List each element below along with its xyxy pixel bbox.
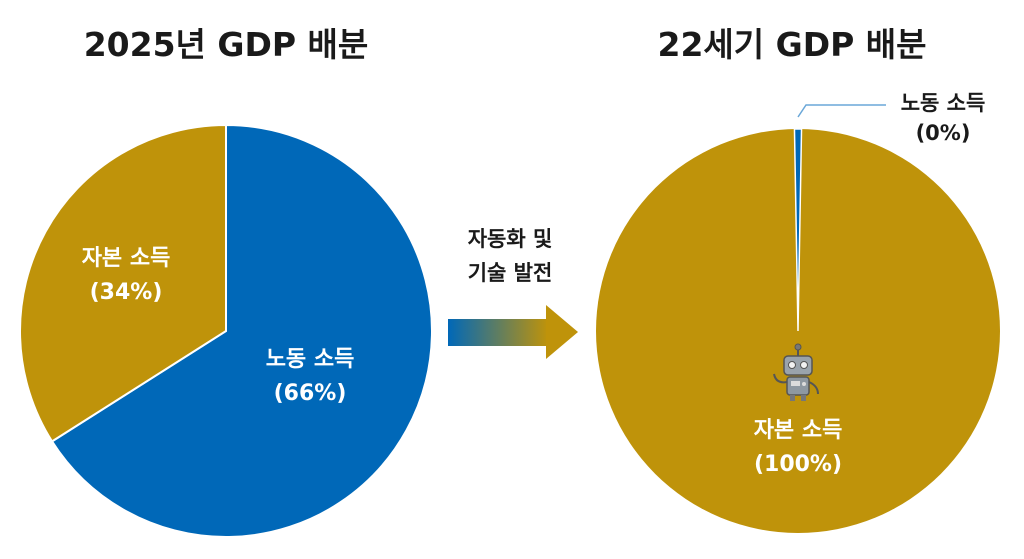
- slice-label-capital-2025: 자본 소득 (34%): [66, 242, 186, 310]
- callout-labor-22c: 노동 소득 (0%): [880, 88, 1006, 148]
- slice-value-capital-2025: (34%): [89, 280, 163, 305]
- slice-name-capital-22c: 자본 소득: [753, 418, 843, 443]
- callout-value-labor-22c: (0%): [915, 121, 971, 145]
- arrow-label-line2: 기술 발전: [467, 261, 553, 285]
- callout-leader-line: [797, 104, 886, 118]
- pie-slice-labor-22c: [793, 128, 803, 332]
- transition-arrow: [448, 305, 578, 359]
- slice-label-capital-22c: 자본 소득 (100%): [728, 414, 868, 482]
- arrow-label: 자동화 및 기술 발전: [440, 222, 580, 290]
- chart-title-22c: 22세기 GDP 배분: [657, 25, 927, 64]
- slice-value-capital-22c: (100%): [753, 452, 843, 477]
- slice-value-labor-2025: (66%): [273, 381, 347, 406]
- pie-22c: [596, 104, 1000, 533]
- pie-2025: [19, 123, 433, 538]
- robot-icon: [773, 343, 819, 401]
- slice-name-labor-2025: 노동 소득: [265, 347, 355, 372]
- chart-title-2025: 2025년 GDP 배분: [83, 25, 369, 64]
- callout-name-labor-22c: 노동 소득: [900, 91, 986, 115]
- pie-slice-labor-2025: [50, 123, 433, 538]
- slice-label-labor-2025: 노동 소득 (66%): [250, 343, 370, 411]
- slice-name-capital-2025: 자본 소득: [81, 246, 171, 271]
- arrow-label-line1: 자동화 및: [467, 227, 553, 251]
- pie-slice-capital-2025: [19, 123, 227, 443]
